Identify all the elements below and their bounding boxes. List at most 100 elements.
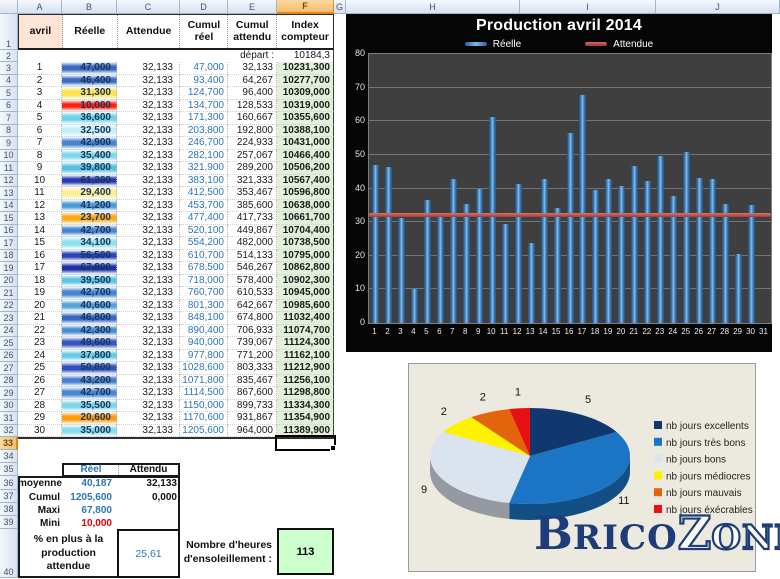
cell-D30[interactable]: 1150,000 xyxy=(180,399,228,412)
cell-F16[interactable]: 10704,400 xyxy=(277,224,334,237)
row-header-21[interactable]: 21 xyxy=(0,287,18,300)
cell-C18[interactable]: 32,133 xyxy=(117,249,180,262)
row-header-7[interactable]: 7 xyxy=(0,112,18,125)
cell-F13[interactable]: 10596,800 xyxy=(277,187,334,200)
cell-E9[interactable]: 224,933 xyxy=(228,137,277,150)
cell-E4[interactable]: 64,267 xyxy=(228,74,277,87)
cell-E17[interactable]: 482,000 xyxy=(228,237,277,250)
row-header-29[interactable]: 29 xyxy=(0,387,18,400)
cell-C16[interactable]: 32,133 xyxy=(117,224,180,237)
header-cell-cumul-reel[interactable]: Cumul réel xyxy=(180,15,229,48)
cell-F14[interactable]: 10638,000 xyxy=(277,199,334,212)
cell-D4[interactable]: 93,400 xyxy=(180,74,228,87)
cell-A28[interactable]: 26 xyxy=(18,374,62,387)
cell-F19[interactable]: 10862,800 xyxy=(277,262,334,275)
summary-mini-value[interactable]: 10,000 xyxy=(81,518,112,529)
cell-D17[interactable]: 554,200 xyxy=(180,237,228,250)
cell-B28[interactable]: 43,200 xyxy=(62,374,117,387)
row-header-27[interactable]: 27 xyxy=(0,362,18,375)
cell-F18[interactable]: 10795,000 xyxy=(277,249,334,262)
row-header-18[interactable]: 18 xyxy=(0,249,18,262)
cell-D6[interactable]: 134,700 xyxy=(180,99,228,112)
cell-F8[interactable]: 10388,100 xyxy=(277,124,334,137)
cell-C31[interactable]: 32,133 xyxy=(117,412,180,425)
cell-A22[interactable]: 20 xyxy=(18,299,62,312)
cell-E11[interactable]: 289,200 xyxy=(228,162,277,175)
row-header-30[interactable]: 30 xyxy=(0,399,18,412)
row-header-9[interactable]: 9 xyxy=(0,137,18,150)
cell-D3[interactable]: 47,000 xyxy=(180,62,228,75)
cell-C29[interactable]: 32,133 xyxy=(117,387,180,400)
cell-E16[interactable]: 449,867 xyxy=(228,224,277,237)
cell-A12[interactable]: 10 xyxy=(18,174,62,187)
cell-B21[interactable]: 42,700 xyxy=(62,287,117,300)
header-cell-index-compteur[interactable]: Index compteur xyxy=(281,18,329,43)
cell-D8[interactable]: 203,800 xyxy=(180,124,228,137)
cell-A20[interactable]: 18 xyxy=(18,274,62,287)
cell-A11[interactable]: 9 xyxy=(18,162,62,175)
header-cell-avril[interactable]: avril xyxy=(19,15,63,48)
column-header-H[interactable]: H xyxy=(346,0,520,14)
cell-E30[interactable]: 899,733 xyxy=(228,399,277,412)
cell-F2-depart-value[interactable]: 10184,3 xyxy=(277,50,334,62)
cell-C6[interactable]: 32,133 xyxy=(117,99,180,112)
cell-D13[interactable]: 412,500 xyxy=(180,187,228,200)
row-header-15[interactable]: 15 xyxy=(0,212,18,225)
summary-label-mini[interactable]: Mini xyxy=(40,518,60,529)
cell-C32[interactable]: 32,133 xyxy=(117,424,180,437)
cell-F28[interactable]: 11256,100 xyxy=(277,374,334,387)
cell-A15[interactable]: 13 xyxy=(18,212,62,225)
cell-B15[interactable]: 23,700 xyxy=(62,212,117,225)
cell-E27[interactable]: 803,333 xyxy=(228,362,277,375)
cell-F26[interactable]: 11162,100 xyxy=(277,349,334,362)
cell-B29[interactable]: 42,700 xyxy=(62,387,117,400)
cell-F11[interactable]: 10506,200 xyxy=(277,162,334,175)
cell-D12[interactable]: 383,100 xyxy=(180,174,228,187)
cell-D5[interactable]: 124,700 xyxy=(180,87,228,100)
header-cell-reelle[interactable]: Réelle xyxy=(63,15,118,48)
cell-B31[interactable]: 20,600 xyxy=(62,412,117,425)
cell-B32[interactable]: 35,000 xyxy=(62,424,117,437)
cell-D21[interactable]: 760,700 xyxy=(180,287,228,300)
row-header-2[interactable]: 2 xyxy=(0,50,18,62)
sun-hours-value-box[interactable]: 113 xyxy=(277,528,334,575)
cell-E15[interactable]: 417,733 xyxy=(228,212,277,225)
cell-A30[interactable]: 28 xyxy=(18,399,62,412)
cell-D27[interactable]: 1028,600 xyxy=(180,362,228,375)
cell-E10[interactable]: 257,067 xyxy=(228,149,277,162)
summary-cumul-reel[interactable]: 1205,600 xyxy=(70,492,112,503)
cell-B6[interactable]: 10,000 xyxy=(62,99,117,112)
cell-A23[interactable]: 21 xyxy=(18,312,62,325)
pct-value-box[interactable]: 25,61 xyxy=(117,529,180,578)
cell-D16[interactable]: 520,100 xyxy=(180,224,228,237)
column-header-B[interactable]: B xyxy=(62,0,117,14)
cell-A24[interactable]: 22 xyxy=(18,324,62,337)
cell-E12[interactable]: 321,333 xyxy=(228,174,277,187)
cell-A8[interactable]: 6 xyxy=(18,124,62,137)
cell-A13[interactable]: 11 xyxy=(18,187,62,200)
cell-A9[interactable]: 7 xyxy=(18,137,62,150)
row-header-35[interactable]: 35 xyxy=(0,463,18,476)
column-header-C[interactable]: C xyxy=(117,0,180,14)
cell-F9[interactable]: 10431,000 xyxy=(277,137,334,150)
row-header-4[interactable]: 4 xyxy=(0,74,18,87)
cell-B5[interactable]: 31,300 xyxy=(62,87,117,100)
row-header-14[interactable]: 14 xyxy=(0,199,18,212)
cell-F24[interactable]: 11074,700 xyxy=(277,324,334,337)
cell-C8[interactable]: 32,133 xyxy=(117,124,180,137)
row-header-38[interactable]: 38 xyxy=(0,503,18,516)
cell-D24[interactable]: 890,400 xyxy=(180,324,228,337)
cell-C17[interactable]: 32,133 xyxy=(117,237,180,250)
cell-E25[interactable]: 739,067 xyxy=(228,337,277,350)
cell-B18[interactable]: 56,500 xyxy=(62,249,117,262)
row-header-37[interactable]: 37 xyxy=(0,490,18,503)
column-header-F[interactable]: F xyxy=(277,0,334,14)
column-header-J[interactable]: J xyxy=(656,0,780,14)
cell-A29[interactable]: 27 xyxy=(18,387,62,400)
cell-D14[interactable]: 453,700 xyxy=(180,199,228,212)
cell-F27[interactable]: 11212,900 xyxy=(277,362,334,375)
cell-C4[interactable]: 32,133 xyxy=(117,74,180,87)
cell-C24[interactable]: 32,133 xyxy=(117,324,180,337)
cell-B4[interactable]: 46,400 xyxy=(62,74,117,87)
cell-B26[interactable]: 37,800 xyxy=(62,349,117,362)
